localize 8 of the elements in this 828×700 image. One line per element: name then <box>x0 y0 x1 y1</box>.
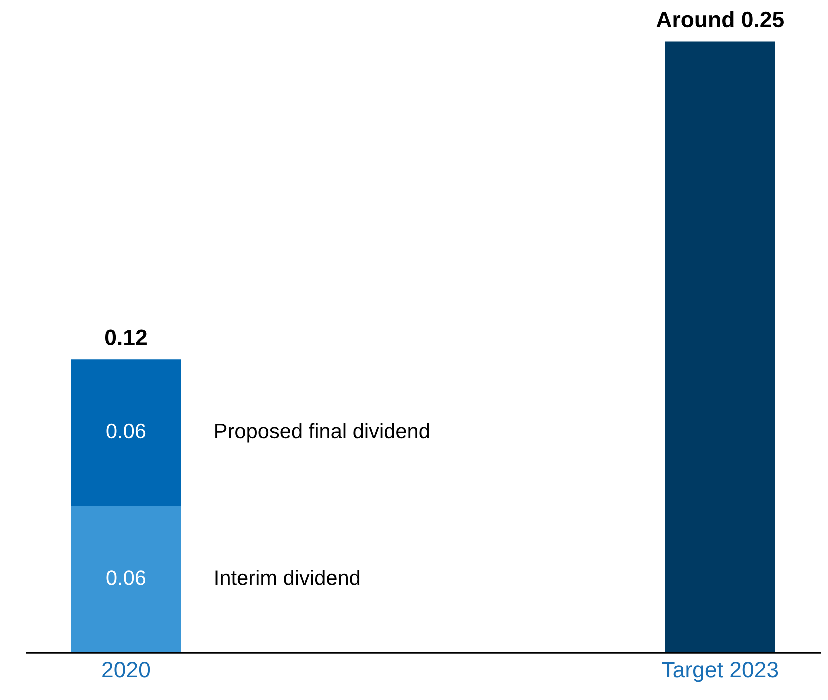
series-label: Proposed final dividend <box>216 423 430 443</box>
total-label: 0.12 <box>105 330 147 346</box>
data-label: 0.06 <box>106 424 146 439</box>
x-tick-label: 2020 <box>102 662 150 678</box>
total-label: Around 0.25 <box>656 11 784 28</box>
data-label: 0.06 <box>106 570 146 586</box>
series-label: Interim dividend <box>216 570 360 586</box>
x-tick-label: Target 2023 <box>662 662 778 682</box>
